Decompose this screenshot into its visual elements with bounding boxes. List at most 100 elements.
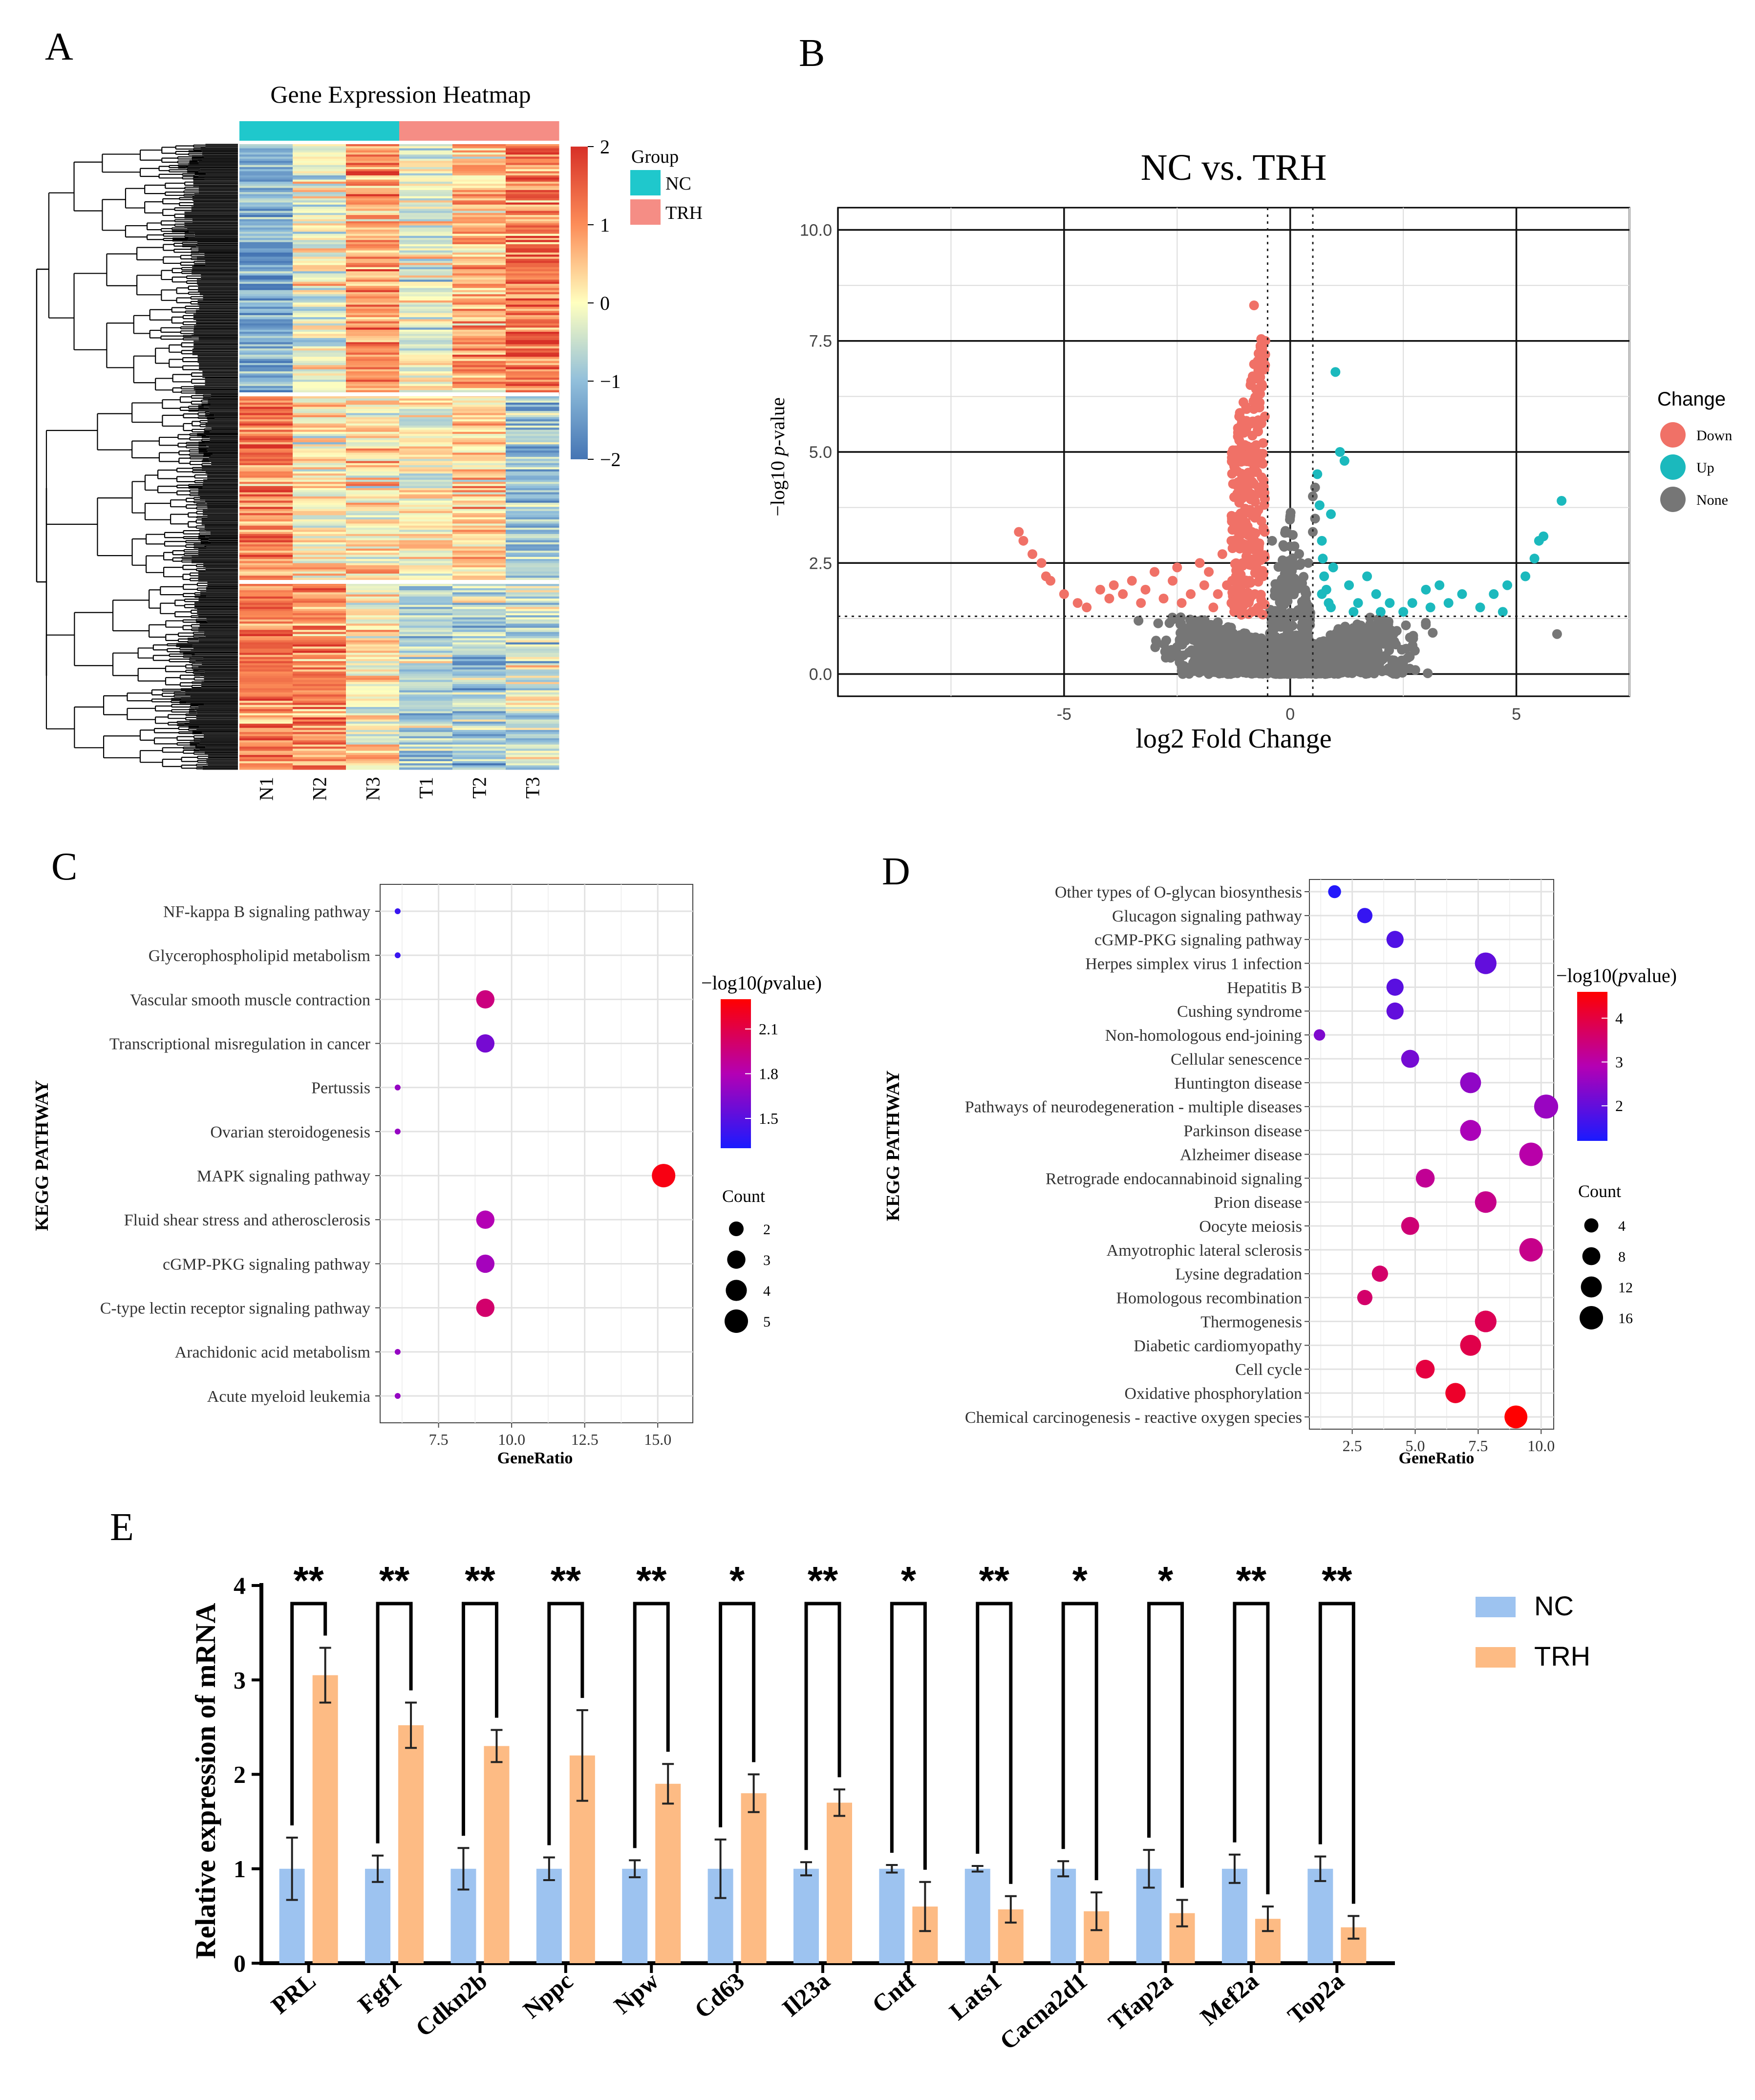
heatmap-cell bbox=[452, 390, 506, 393]
heatmap-cell bbox=[506, 161, 559, 163]
heatmap-cell bbox=[346, 229, 400, 232]
heatmap-cell bbox=[506, 561, 559, 564]
heatmap-cell bbox=[506, 659, 559, 662]
heatmap-cell bbox=[399, 167, 453, 170]
heatmap-cell bbox=[293, 371, 346, 374]
heatmap-cell bbox=[293, 348, 346, 351]
heatmap-group-bar bbox=[452, 121, 506, 141]
heatmap-cell bbox=[293, 258, 346, 261]
heatmap-cell bbox=[293, 171, 346, 174]
heatmap-cell bbox=[399, 611, 453, 614]
heatmap-cell bbox=[346, 179, 400, 182]
heatmap-cell bbox=[399, 215, 453, 217]
heatmap-cell bbox=[293, 567, 346, 570]
heatmap-cell bbox=[506, 186, 559, 189]
heatmap-cell bbox=[506, 717, 559, 720]
heatmap-cell bbox=[293, 236, 346, 238]
panel-label-c: C bbox=[51, 845, 77, 888]
heatmap-cell bbox=[399, 340, 453, 343]
heatmap-cell bbox=[293, 248, 346, 251]
heatmap-cell bbox=[239, 315, 293, 318]
heatmap-cell bbox=[239, 703, 293, 706]
heatmap-cell bbox=[346, 540, 400, 543]
heatmap-cell bbox=[346, 171, 400, 174]
heatmap-cell bbox=[239, 517, 293, 520]
heatmap-cell bbox=[239, 428, 293, 430]
heatmap-cell bbox=[506, 419, 559, 422]
heatmap-cell bbox=[346, 569, 400, 572]
heatmap-cell bbox=[506, 288, 559, 291]
heatmap-cell bbox=[506, 511, 559, 514]
heatmap-cell bbox=[293, 484, 346, 487]
heatmap-cell bbox=[399, 659, 453, 662]
heatmap-cell bbox=[399, 607, 453, 609]
heatmap-cell bbox=[452, 411, 506, 413]
heatmap-cell bbox=[506, 496, 559, 499]
heatmap-cell bbox=[346, 302, 400, 305]
heatmap-cell bbox=[506, 317, 559, 320]
heatmap-cell bbox=[239, 429, 293, 432]
heatmap-cell bbox=[346, 765, 400, 768]
heatmap-cell bbox=[452, 408, 506, 411]
heatmap-cell bbox=[346, 240, 400, 243]
heatmap-cell bbox=[399, 227, 453, 230]
heatmap-cell bbox=[452, 434, 506, 436]
heatmap-cell bbox=[239, 286, 293, 288]
heatmap-column-label: N3 bbox=[362, 777, 384, 801]
heatmap-cell bbox=[399, 494, 453, 497]
heatmap-cell bbox=[399, 348, 453, 351]
heatmap-cell bbox=[452, 278, 506, 280]
heatmap-cell bbox=[399, 749, 453, 751]
heatmap-cell bbox=[452, 211, 506, 214]
heatmap-cell bbox=[452, 334, 506, 337]
heatmap-cell bbox=[452, 750, 506, 753]
heatmap-cell bbox=[506, 634, 559, 637]
heatmap-cell bbox=[293, 175, 346, 178]
heatmap-cell bbox=[293, 536, 346, 538]
heatmap-cell bbox=[293, 715, 346, 718]
heatmap-cell bbox=[399, 156, 453, 159]
heatmap-cell bbox=[506, 309, 559, 311]
heatmap-cell bbox=[346, 227, 400, 230]
heatmap-cell bbox=[293, 473, 346, 476]
heatmap-cell bbox=[293, 588, 346, 591]
heatmap-cell bbox=[239, 538, 293, 541]
heatmap-cell bbox=[346, 469, 400, 472]
heatmap-cluster-gap bbox=[239, 392, 559, 396]
heatmap-cell bbox=[399, 286, 453, 288]
heatmap-cell bbox=[239, 408, 293, 411]
heatmap-cell bbox=[293, 721, 346, 724]
heatmap-cell bbox=[452, 236, 506, 238]
heatmap-cell bbox=[452, 242, 506, 245]
heatmap-cell bbox=[452, 759, 506, 762]
heatmap-cell bbox=[239, 156, 293, 159]
heatmap-cell bbox=[399, 357, 453, 359]
heatmap-cell bbox=[399, 709, 453, 712]
heatmap-cell bbox=[506, 686, 559, 689]
heatmap-cell bbox=[399, 553, 453, 556]
heatmap-cell bbox=[399, 384, 453, 386]
heatmap-cell bbox=[506, 719, 559, 722]
heatmap-cell bbox=[239, 234, 293, 236]
heatmap-cell bbox=[452, 761, 506, 764]
heatmap-cell bbox=[346, 713, 400, 716]
heatmap-cell bbox=[452, 519, 506, 522]
heatmap-cell bbox=[452, 701, 506, 703]
heatmap-cell bbox=[399, 407, 453, 409]
heatmap-cell bbox=[399, 669, 453, 672]
heatmap-cell bbox=[452, 304, 506, 307]
heatmap-cell bbox=[239, 567, 293, 570]
heatmap-cell bbox=[239, 655, 293, 658]
heatmap-cell bbox=[452, 521, 506, 524]
heatmap-cell bbox=[452, 715, 506, 718]
heatmap-cell bbox=[293, 584, 346, 587]
heatmap-cell bbox=[293, 431, 346, 434]
heatmap-cell bbox=[346, 269, 400, 272]
heatmap-cell bbox=[293, 315, 346, 318]
heatmap-cell bbox=[452, 567, 506, 570]
heatmap-cell bbox=[293, 169, 346, 171]
heatmap-cell bbox=[506, 563, 559, 566]
heatmap-cell bbox=[239, 521, 293, 524]
panel-label-e: E bbox=[110, 1506, 134, 1549]
heatmap-cell bbox=[293, 382, 346, 385]
